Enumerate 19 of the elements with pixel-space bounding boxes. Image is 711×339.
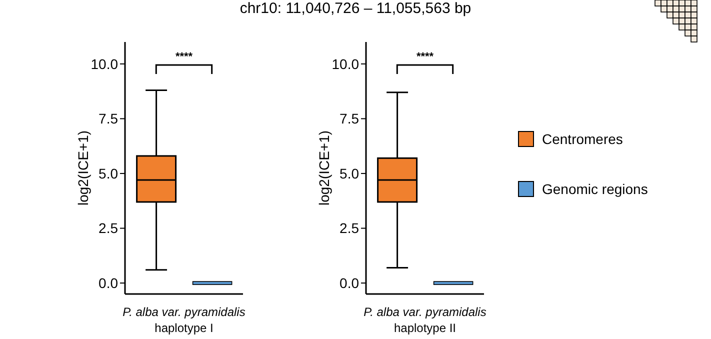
y-tick-label: 10.0 [90, 56, 118, 72]
y-tick-label: 0.0 [340, 275, 360, 292]
x-axis-title: P. alba var. pyramidalis haplotype I [122, 305, 246, 335]
legend-label: Genomic regions [542, 181, 648, 197]
legend-label: Centromeres [542, 131, 623, 147]
annotation: **** [416, 51, 434, 63]
y-tick-label: 2.5 [340, 220, 360, 236]
y-tick-label: 7.5 [340, 110, 360, 127]
y-axis-title: log2(ICE+1) [75, 130, 91, 206]
y-tick-label: 0.0 [98, 275, 118, 292]
y-tick-label: 5.0 [98, 165, 118, 182]
y-tick-label: 2.5 [98, 220, 118, 236]
y-axis-title: log2(ICE+1) [316, 130, 332, 206]
annotation: **** [175, 51, 194, 63]
y-tick-label: 5.0 [340, 165, 360, 182]
x-axis-title: P. alba var. pyramidalis haplotype II [364, 305, 486, 335]
text: chr10: 11,040,726 – 11,055,563 bp [238, 0, 472, 17]
y-tick-label: 10.0 [332, 56, 360, 72]
y-tick-label: 7.5 [98, 110, 118, 127]
